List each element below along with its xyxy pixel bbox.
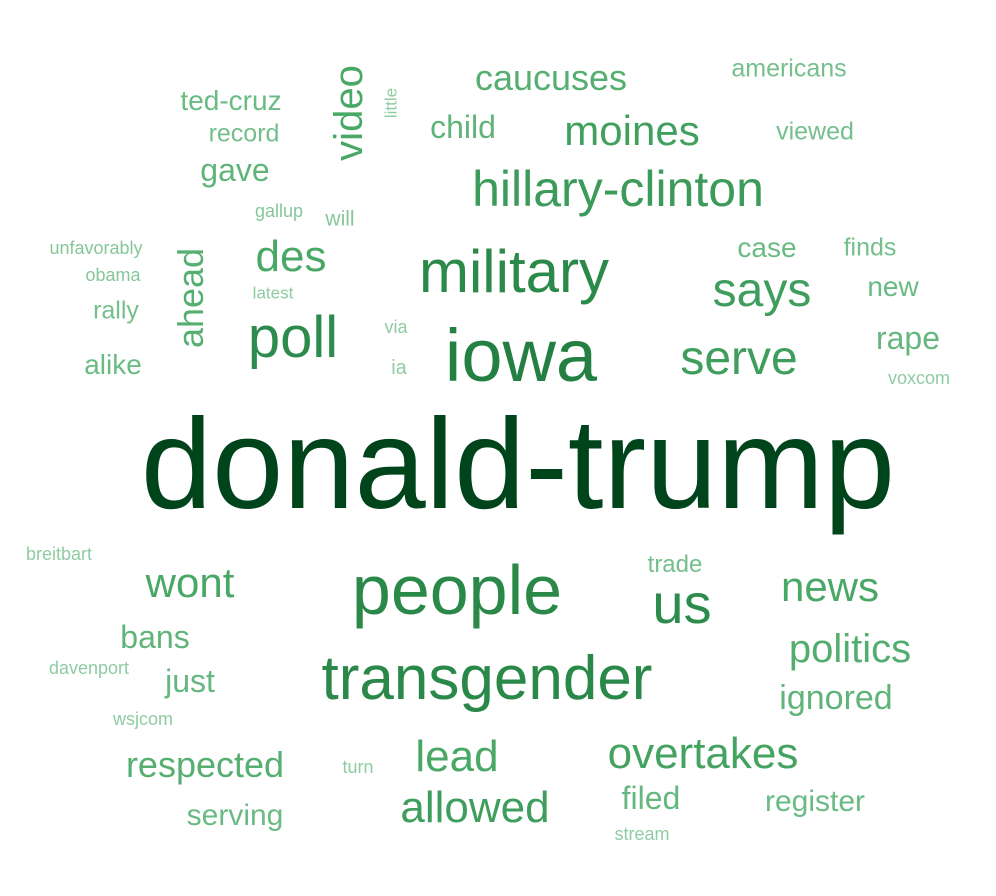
word-donald-trump: donald-trump [140,393,896,536]
word-ignored: ignored [779,679,893,717]
word-new: new [867,271,919,302]
word-lead: lead [415,732,499,781]
word-hillary-clinton: hillary-clinton [472,161,764,217]
word-record: record [208,119,280,148]
word-transgender: transgender [321,644,653,713]
word-gallup: gallup [254,201,304,221]
word-turn: turn [342,757,374,777]
word-allowed: allowed [400,783,550,832]
word-ia: ia [391,357,407,379]
word-register: register [764,785,866,818]
word-military: military [419,238,609,305]
word-bans: bans [120,619,190,655]
word-video: video [327,65,371,161]
word-little: little [381,87,401,119]
word-caucuses: caucuses [474,57,628,98]
word-trade: trade [647,551,703,578]
word-latest: latest [252,283,294,303]
word-politics: politics [788,627,912,671]
word-iowa: iowa [444,314,598,397]
word-des: des [255,232,327,281]
word-poll: poll [247,305,339,370]
word-finds: finds [843,233,897,262]
word-viewed: viewed [776,117,854,146]
word-via: via [384,317,408,337]
word-alike: alike [84,349,142,380]
word-rape: rape [875,320,941,356]
word-wont: wont [145,559,235,606]
word-unfavorably: unfavorably [49,238,143,258]
word-ted-cruz: ted-cruz [180,85,282,116]
word-filed: filed [621,780,681,816]
word-stream: stream [614,824,670,844]
word-moines: moines [564,107,700,154]
word-wsjcom: wsjcom [112,709,174,729]
word-case: case [737,232,797,263]
word-serve: serve [680,332,798,385]
word-just: just [165,663,215,699]
word-gave: gave [200,152,270,188]
word-rally: rally [93,296,139,325]
word-breitbart: breitbart [25,544,93,564]
word-us: us [652,572,712,635]
word-says: says [712,264,812,317]
word-americans: americans [731,54,847,83]
word-overtakes: overtakes [607,729,799,778]
word-obama: obama [85,265,141,285]
word-child: child [430,109,496,145]
word-serving: serving [186,799,284,832]
word-ahead: ahead [170,247,211,349]
word-people: people [351,551,563,629]
word-voxcom: voxcom [887,368,951,388]
word-will: will [325,207,355,231]
word-news: news [780,563,880,610]
word-davenport: davenport [48,658,130,678]
word-respected: respected [125,744,285,785]
